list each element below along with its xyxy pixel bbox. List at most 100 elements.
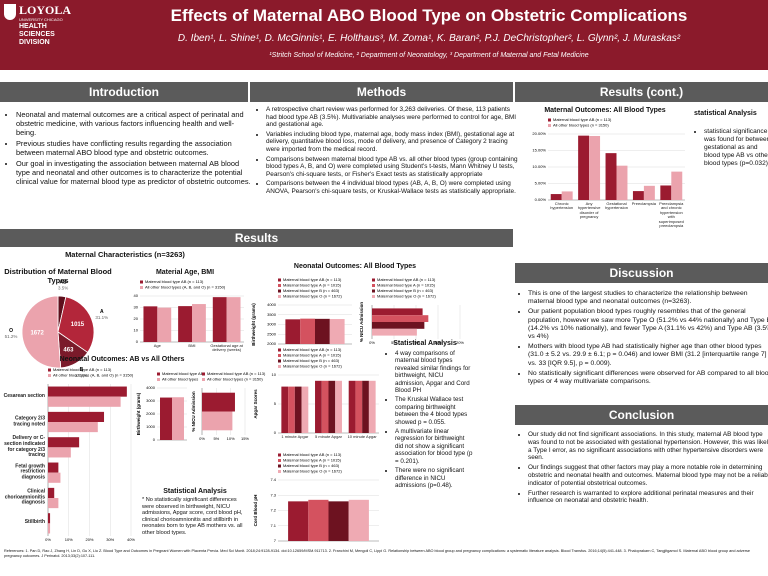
x-tick-label: 10% [412,340,420,345]
legend-label: Maternal blood type AB (n = 113) [145,279,204,284]
bullet: A multivariate linear regression for bir… [395,428,473,465]
bar [157,307,172,342]
bar [335,380,342,433]
stats-title: Statistical Analysis [393,340,457,347]
x-tick-label: 0% [45,537,51,542]
bar [616,165,628,200]
bullet: Variables including blood type, maternal… [266,131,520,154]
bar [550,194,562,200]
section-heading: Methods [250,82,513,102]
slice-category: B [80,367,84,373]
bullet: Comparisons between the 4 individual blo… [266,180,520,195]
category-label: 10 minute Apgar [347,434,377,439]
legend-swatch [48,374,51,377]
stats-list: 4 way comparisons of maternal blood type… [385,350,473,491]
bullet: Further research is warranted to explore… [528,490,768,506]
category-label: BMI [188,343,196,348]
bullet: Our study did not find significant assoc… [528,431,768,462]
stats-list: * No statistically significant differenc… [140,497,246,539]
bullet: Comparisons between maternal blood type … [266,156,520,179]
bar [192,304,206,342]
bar [605,153,617,200]
chart-title: Neonatal Outcomes: AB vs All Others [59,356,185,363]
chart-title: Neonatal Outcomes: All Blood Types [293,263,417,270]
bullet: statistical significance was found for b… [704,128,768,168]
legend-label: Maternal blood type O (n = 1672) [283,294,342,299]
y-tick-label: 10.00% [532,164,546,169]
pie-slice [57,296,95,353]
legend-swatch [202,372,205,376]
legend-label: Maternal blood type B (n = 463) [377,288,434,293]
legend-swatch [278,365,281,368]
y-tick-label: 7.3 [270,492,276,497]
axis-label: Birthweight (grams) [251,303,256,346]
chart-title: Maternal Outcomes: All Blood Types [544,107,666,114]
legend-label: Maternal blood type AB (n = 113) [207,371,266,376]
y-tick-label: 7.4 [270,477,276,482]
category-label: Gestational hypertension [605,201,628,211]
bar [48,462,59,473]
bar [178,306,192,342]
legend-swatch [372,295,375,298]
axis-label: Birthweight (grams) [136,392,141,435]
axis-label: % NICU Admission [191,391,196,432]
section-heading: Results [0,229,513,247]
legend-label: Maternal blood type O (n = 1672) [283,364,342,369]
bar [212,297,227,342]
legend-swatch [278,289,281,293]
affiliations: ¹Stritch School of Medicine, ² Departmen… [269,52,589,59]
category-label: Preeclampsia and chronic hypertension wi… [658,201,684,229]
bar [321,380,329,433]
x-tick-label: 10% [227,436,235,441]
axis-label: % NICU Admission [359,302,364,343]
bar [48,422,98,433]
y-tick-label: 2000 [146,411,156,416]
bullet: Our goal in investigating the associatio… [16,159,254,186]
y-tick-label: 5 [274,401,277,406]
discussion-list: This is one of the largest studies to ch… [518,290,768,388]
bar [294,386,302,433]
category-label: Delivery or C-section indicated for cate… [4,435,45,458]
y-tick-label: 7 [274,538,277,543]
bar [143,306,158,342]
legend-label: Maternal blood type AB (n = 113) [283,452,342,457]
category-label: Category 2/3 tracing noted [13,415,45,427]
category-label: Gestational age at delivery (weeks) [210,343,243,353]
y-tick-label: 10 [272,372,277,377]
bar [48,498,59,509]
legend-swatch [157,378,160,381]
legend-swatch [548,124,551,127]
legend-swatch [278,295,281,298]
axis-label: Apgar Scores [253,389,258,419]
bar [315,380,322,433]
bar [329,319,345,344]
legend-label: Maternal blood type B (n = 463) [283,288,340,293]
slice-percent: 3.5% [58,285,68,290]
legend-label: Maternal blood type O (n = 1672) [377,294,436,299]
bar [48,437,80,448]
legend-label: All other blood types (A, B, and O) (n =… [145,285,226,290]
slice-category: AB [60,280,68,286]
y-tick-label: 7.1 [270,523,276,528]
references: References: 1. Pan D, Rao J, Zhang H, Li… [4,549,751,558]
y-tick-label: 40 [134,293,139,298]
bar [308,499,329,541]
x-tick-label: 15% [434,340,442,345]
y-tick-label: 2000 [267,341,277,346]
slice-count: 1015 [71,322,85,328]
bar [202,411,233,431]
legend-label: Maternal blood type A (n = 1015) [283,283,342,288]
legend-swatch [202,378,205,381]
x-tick-label: 40% [127,537,135,542]
y-tick-label: 5.00% [535,181,547,186]
y-tick-label: 0 [153,437,156,442]
bar [315,318,330,344]
bar [348,499,369,541]
legend-swatch [372,284,375,287]
category-label: Chronic hypertension [550,201,574,211]
slice-category: O [9,328,13,334]
y-tick-label: 3000 [146,398,156,403]
category-label: Cesarean section [3,392,45,399]
legend-label: All other blood types [162,377,198,382]
